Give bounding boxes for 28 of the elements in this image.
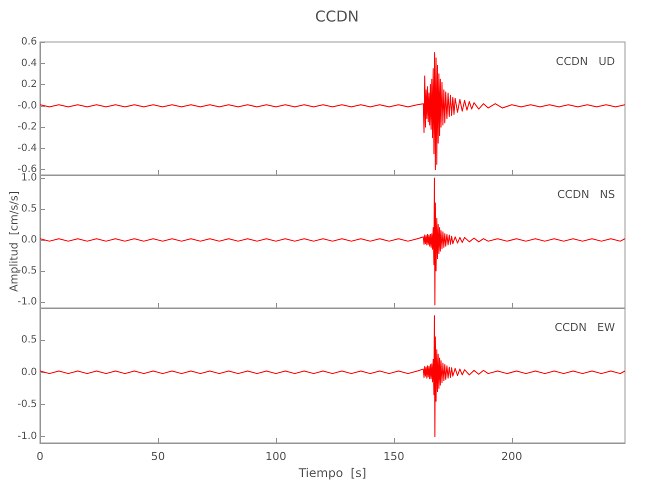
y-tick-label: 0.4 (21, 58, 37, 69)
y-tick-label: 1.0 (21, 172, 37, 184)
chart-title: CCDN (315, 8, 359, 26)
line-series (40, 315, 626, 438)
x-tick-label: 200 (501, 450, 522, 463)
y-tick-label: 0.5 (21, 204, 37, 215)
y-tick-label: -0.5 (17, 265, 37, 276)
line-series (40, 178, 626, 306)
y-tick-label: -0.5 (17, 398, 37, 410)
y-tick-label: 0.0 (21, 234, 37, 246)
y-tick-label: -0.0 (17, 100, 37, 112)
y-tick-label: -1.0 (17, 431, 37, 442)
x-axis-title: Tiempo [s] (298, 466, 366, 480)
x-tick-label: 150 (383, 450, 404, 463)
y-tick-label: -0.2 (17, 122, 37, 133)
y-tick-label: 0.5 (21, 334, 37, 346)
y-tick-label: 0.2 (21, 79, 37, 90)
y-tick-label: -1.0 (17, 296, 37, 308)
x-tick-label: 100 (265, 450, 286, 463)
x-tick-label: 0 (36, 450, 44, 463)
y-tick-label: 0.0 (21, 366, 37, 378)
annotation: CCDN EW (554, 321, 616, 334)
y-tick-label: -0.4 (17, 142, 37, 154)
annotation: CCDN NS (557, 188, 616, 201)
annotation: CCDN UD (556, 55, 616, 68)
y-tick-label: 0.6 (21, 36, 37, 48)
x-tick-label: 50 (150, 450, 165, 463)
line-series (40, 52, 626, 170)
